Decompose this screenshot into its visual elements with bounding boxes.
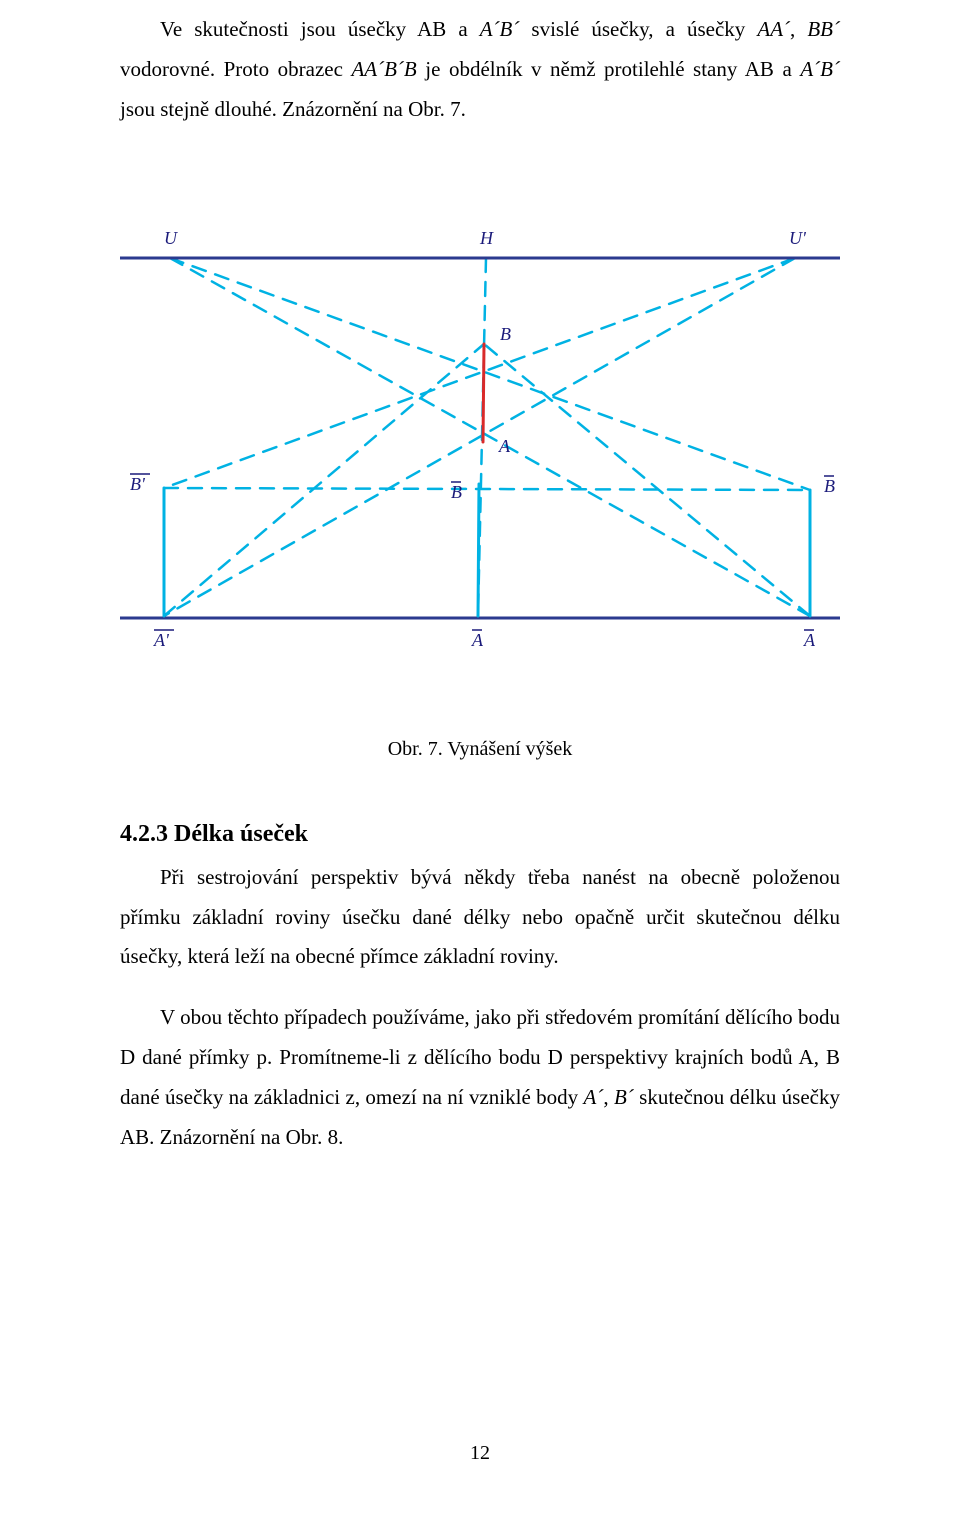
- figure-caption: Obr. 7. Vynášení výšek: [120, 738, 840, 761]
- figure-svg: U H U' B A B B' B A' A A: [120, 160, 840, 700]
- svg-text:U: U: [164, 228, 178, 248]
- text: jsou stejně dlouhé. Znázornění na Obr. 7…: [120, 97, 466, 121]
- page-number: 12: [0, 1442, 960, 1465]
- text: vodorovné. Proto obrazec: [120, 57, 351, 81]
- text: Ve skutečnosti jsou úsečky AB a: [160, 17, 480, 41]
- text: Při sestrojování perspektiv bývá někdy t…: [120, 865, 840, 969]
- text-italic: A´B´: [480, 17, 520, 41]
- text-italic: AA´: [757, 17, 790, 41]
- svg-text:H: H: [479, 228, 494, 248]
- svg-text:B': B': [130, 474, 146, 494]
- svg-text:A: A: [803, 630, 816, 650]
- paragraph-1: Ve skutečnosti jsou úsečky AB a A´B´ svi…: [120, 10, 840, 130]
- svg-text:A': A': [153, 630, 170, 650]
- paragraph-3: V obou těchto případech používáme, jako …: [120, 998, 840, 1158]
- svg-text:B: B: [451, 482, 462, 502]
- text: svislé úsečky, a úsečky: [519, 17, 757, 41]
- svg-text:A: A: [471, 630, 484, 650]
- svg-text:A: A: [498, 436, 511, 456]
- text-italic: BB´: [807, 17, 840, 41]
- text: ,: [603, 1085, 614, 1109]
- text-italic: A´B´: [800, 57, 840, 81]
- text: je obdélník v němž protilehlé stany AB a: [417, 57, 801, 81]
- figure-7: U H U' B A B B' B A' A A: [120, 160, 840, 700]
- svg-text:B: B: [500, 324, 511, 344]
- page: Ve skutečnosti jsou úsečky AB a A´B´ svi…: [0, 10, 960, 1525]
- svg-text:B: B: [824, 476, 835, 496]
- section-heading: 4.2.3 Délka úseček: [120, 821, 840, 848]
- paragraph-2: Při sestrojování perspektiv bývá někdy t…: [120, 858, 840, 978]
- text: ,: [790, 17, 807, 41]
- text-italic: AA´B´B: [351, 57, 416, 81]
- text-italic: A´: [584, 1085, 604, 1109]
- text-italic: B´: [614, 1085, 634, 1109]
- svg-text:U': U': [789, 228, 807, 248]
